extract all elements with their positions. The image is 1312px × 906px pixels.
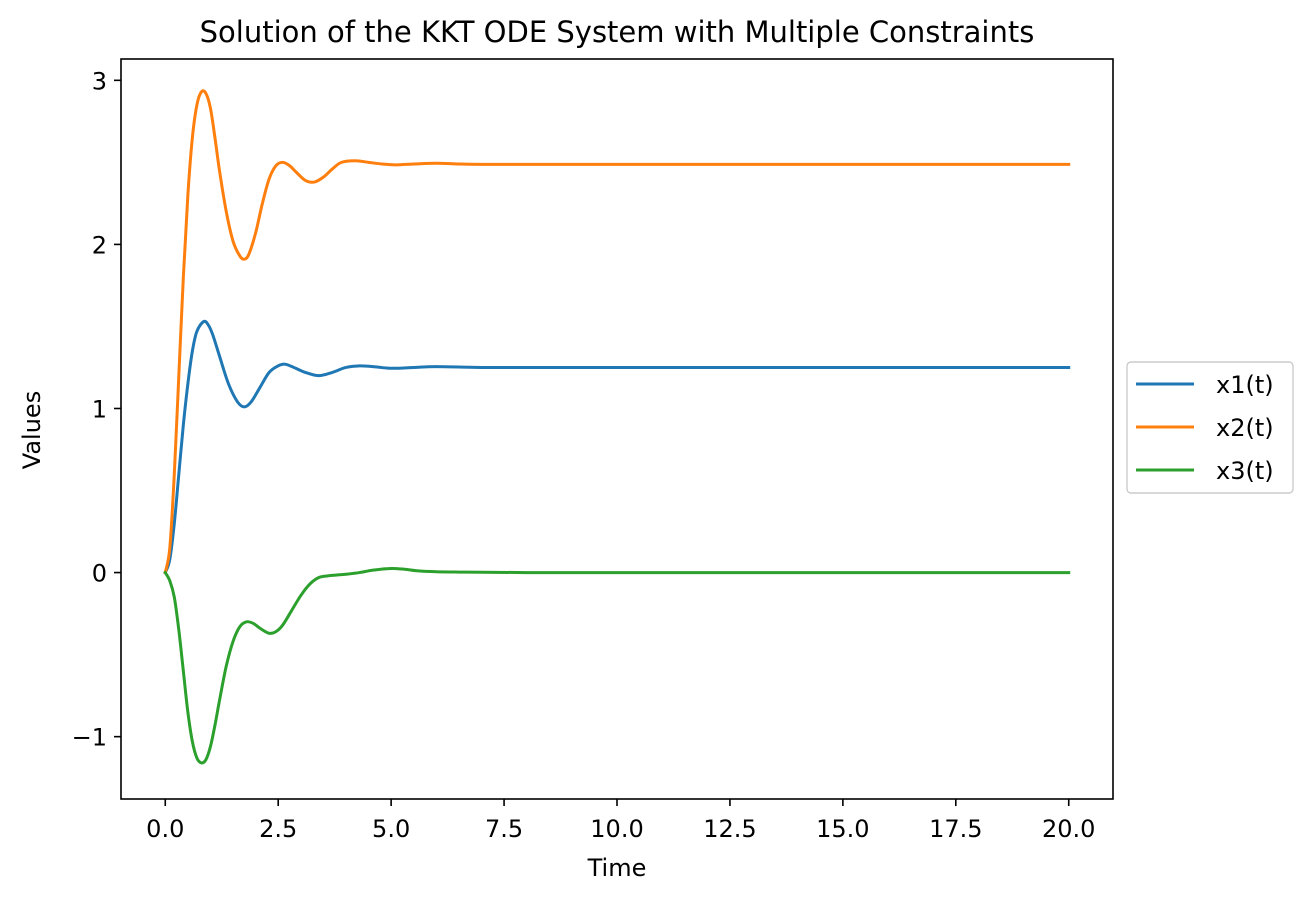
axes-frame <box>120 58 1114 800</box>
y-tick-label: 0 <box>92 560 107 588</box>
series-line-1 <box>163 319 1071 575</box>
y-tick-label: −1 <box>72 724 107 752</box>
legend-frame <box>1126 361 1294 494</box>
x-tick-label: 5.0 <box>372 815 410 843</box>
x-axis-label: Time <box>587 854 647 882</box>
x-tick-label: 15.0 <box>816 815 869 843</box>
legend-label: x1(t) <box>1216 371 1274 399</box>
legend-label: x2(t) <box>1216 414 1274 442</box>
x-tick-label: 0.0 <box>146 815 184 843</box>
axis-ticks: 0.0 2.5 5.0 7.5 10.0 12.5 15.0 17.5 20.0 −1 0 1 2 3 <box>72 67 1096 843</box>
y-tick-label: 2 <box>92 231 107 259</box>
y-tick-label: 3 <box>92 67 107 95</box>
x-tick-label: 10.0 <box>590 815 643 843</box>
plot-area <box>163 89 1071 765</box>
series-line-3 <box>163 566 1071 765</box>
legend: x1(t) x2(t) x3(t) <box>1126 361 1294 494</box>
chart-title: Solution of the KKT ODE System with Mult… <box>200 15 1035 49</box>
x-tick-label: 12.5 <box>703 815 756 843</box>
legend-label: x3(t) <box>1216 457 1274 485</box>
x-tick-label: 2.5 <box>259 815 297 843</box>
x-tick-label: 20.0 <box>1042 815 1095 843</box>
series-line-2 <box>163 89 1071 575</box>
y-tick-label: 1 <box>92 395 107 423</box>
x-tick-label: 17.5 <box>929 815 982 843</box>
y-axis-label: Values <box>18 391 46 469</box>
x-tick-label: 7.5 <box>485 815 523 843</box>
